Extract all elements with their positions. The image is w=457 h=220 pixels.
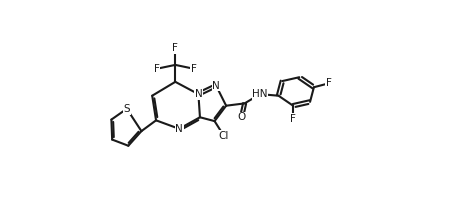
Text: F: F (290, 114, 296, 124)
Text: F: F (325, 78, 331, 88)
Text: O: O (237, 112, 246, 122)
Text: Cl: Cl (218, 131, 229, 141)
Text: N: N (212, 81, 220, 91)
Text: S: S (123, 104, 130, 114)
Text: F: F (191, 64, 197, 74)
Text: N: N (195, 89, 202, 99)
Text: F: F (172, 43, 178, 53)
Text: HN: HN (252, 89, 268, 99)
Text: N: N (175, 124, 183, 134)
Text: F: F (154, 64, 160, 74)
